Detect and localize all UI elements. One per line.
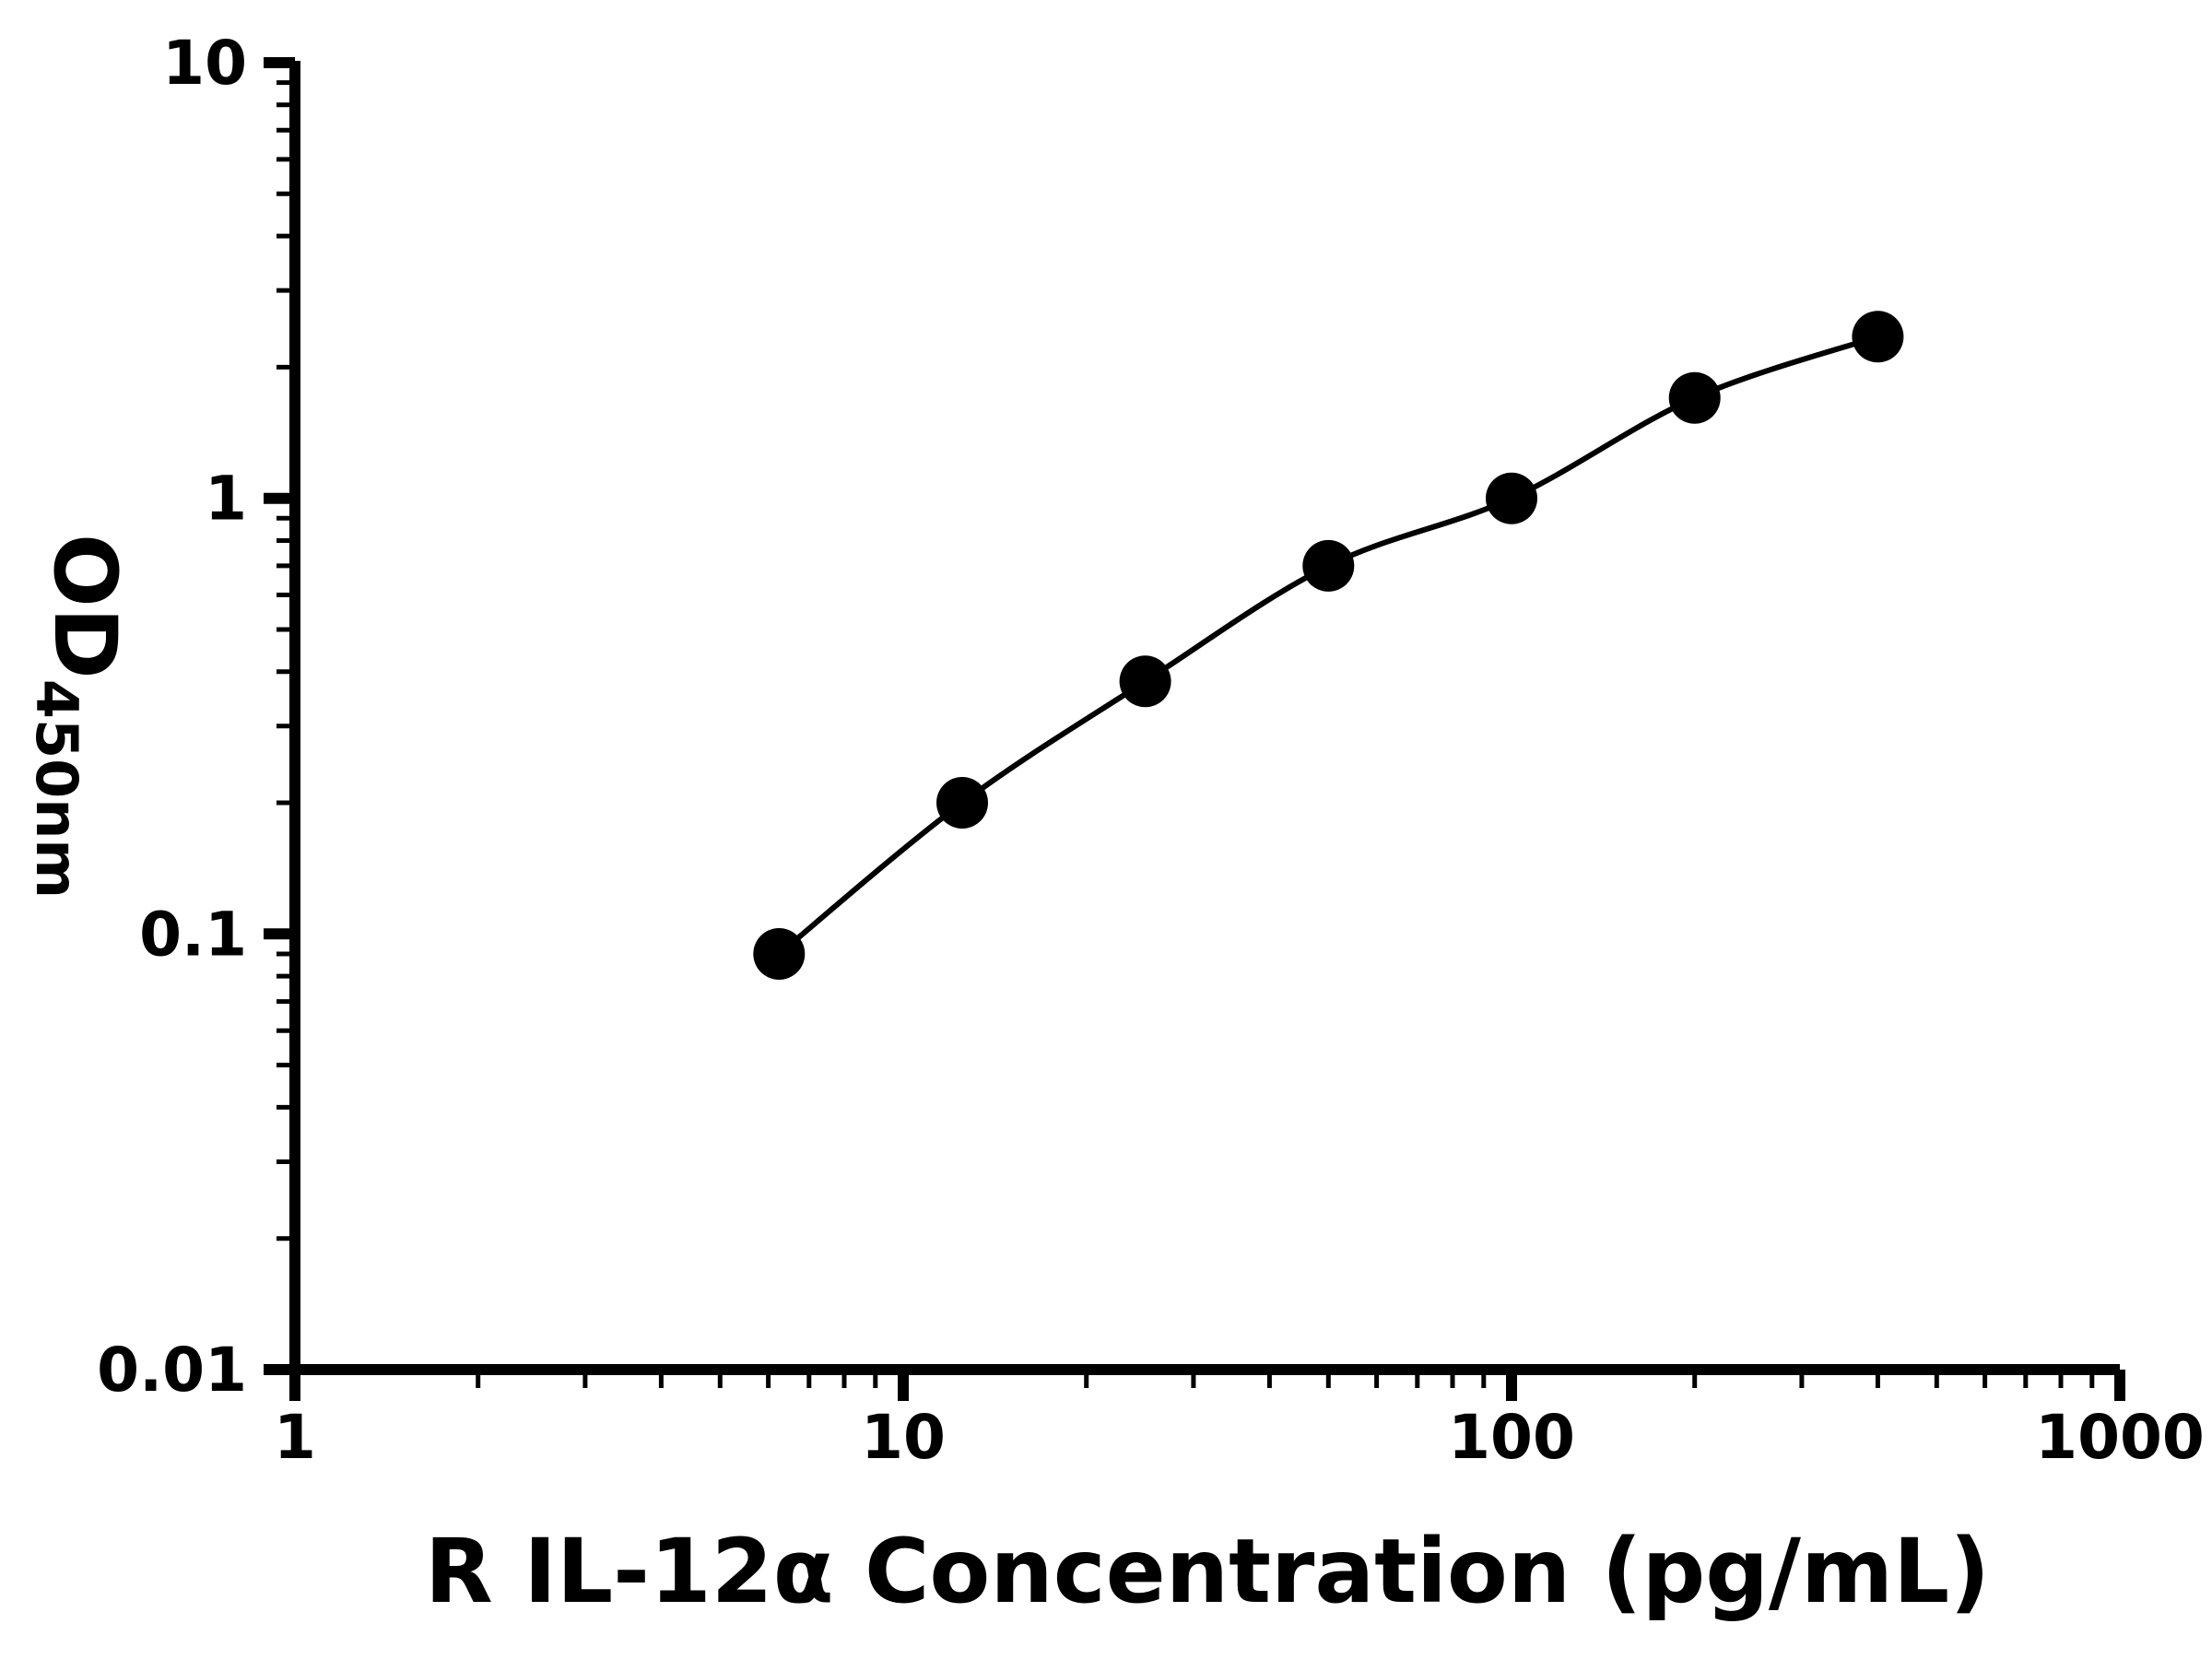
data-point-marker: [1119, 655, 1171, 708]
data-point-marker: [753, 928, 806, 980]
y-tick-label: 10: [162, 28, 247, 99]
data-point-marker: [936, 777, 988, 829]
standard-curve-line: [777, 334, 1879, 957]
y-tick-label: 0.1: [139, 899, 247, 970]
data-point-marker: [1668, 371, 1721, 424]
y-axis-title-subscript: 450nm: [23, 679, 90, 899]
x-tick-label: 1000: [2035, 1402, 2205, 1473]
y-axis-title: OD450nm: [23, 534, 135, 899]
data-point-marker: [1302, 539, 1355, 592]
x-axis-title: R IL-12α Concentration (pg/mL): [425, 1520, 1990, 1623]
y-tick-label: 0.01: [97, 1335, 247, 1406]
data-point-marker: [1486, 472, 1537, 524]
x-tick-label: 1: [274, 1402, 316, 1473]
y-tick-label: 1: [205, 464, 247, 535]
data-point-marker: [1852, 311, 1904, 363]
x-tick-label: 10: [861, 1402, 946, 1473]
y-axis-title-base: OD: [34, 534, 135, 679]
x-tick-label: 100: [1448, 1402, 1575, 1473]
